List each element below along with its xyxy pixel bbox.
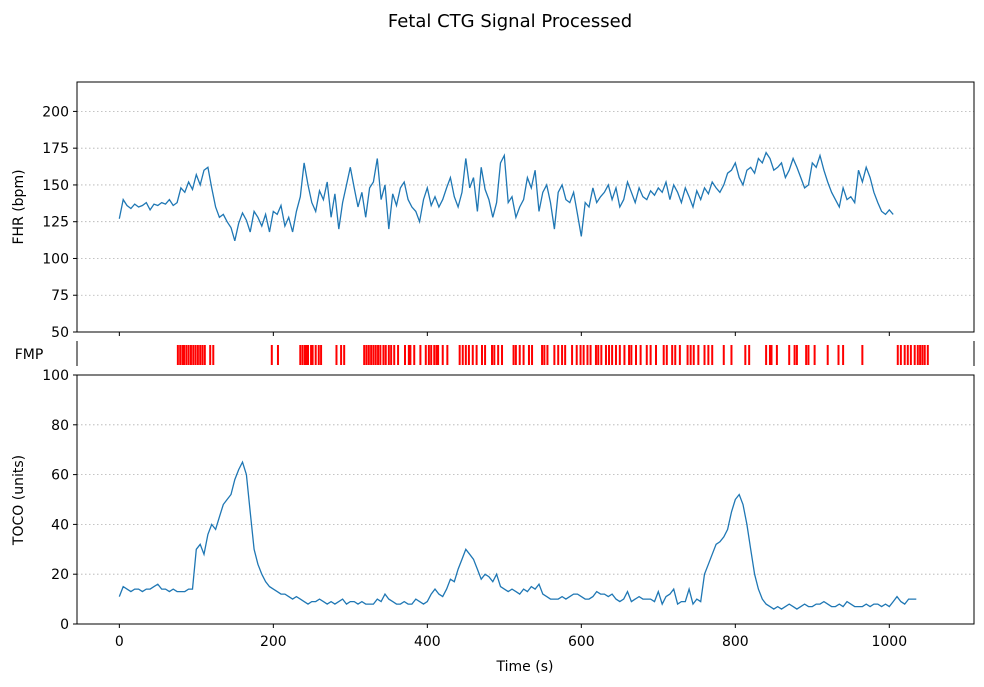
toco-y-axis-label: TOCO (units) [11, 455, 27, 546]
y-tick-label: 100 [42, 368, 69, 384]
y-tick-label: 200 [42, 104, 69, 120]
y-tick-label: 40 [51, 517, 69, 533]
toco-x-axis-label: Time (s) [496, 659, 554, 675]
x-tick-label: 0 [115, 634, 124, 650]
x-tick-label: 200 [260, 634, 287, 650]
toco-grid [77, 374, 974, 625]
x-tick-label: 800 [722, 634, 749, 650]
fhr-y-ticks: 50 75 100 125 150 175 200 [42, 104, 77, 341]
y-tick-label: 75 [51, 288, 69, 304]
fhr-axes-frame [76, 81, 975, 333]
fmp-events [176, 345, 929, 365]
toco-axes-frame [76, 374, 975, 625]
fhr-x-ticks [118, 332, 890, 336]
fhr-y-axis-label: FHR (bpm) [11, 169, 27, 244]
y-tick-label: 175 [42, 141, 69, 157]
y-tick-label: 20 [51, 567, 69, 583]
y-tick-label: 50 [51, 325, 69, 341]
fhr-grid [77, 111, 974, 333]
toco-x-ticks: 0 200 400 600 800 1000 [115, 624, 907, 650]
x-tick-label: 400 [414, 634, 441, 650]
x-tick-label: 1000 [871, 634, 907, 650]
fhr-line [118, 151, 894, 241]
figure-title: Fetal CTG Signal Processed [388, 11, 632, 32]
x-tick-label: 600 [568, 634, 595, 650]
y-tick-label: 150 [42, 178, 69, 194]
fmp-panel: FMP [15, 341, 975, 366]
y-tick-label: 60 [51, 468, 69, 484]
y-tick-label: 0 [60, 617, 69, 633]
toco-line [118, 460, 917, 610]
y-tick-label: 125 [42, 215, 69, 231]
y-tick-label: 80 [51, 418, 69, 434]
fhr-panel: 50 75 100 125 150 175 200 FHR (bpm) [11, 81, 975, 341]
toco-y-ticks: 0 20 40 60 80 100 [42, 368, 77, 633]
toco-panel: 0 20 40 60 80 100 0 200 400 600 800 1000 TOCO (uni… [11, 368, 975, 675]
fmp-label: FMP [15, 347, 44, 363]
y-tick-label: 100 [42, 251, 69, 267]
